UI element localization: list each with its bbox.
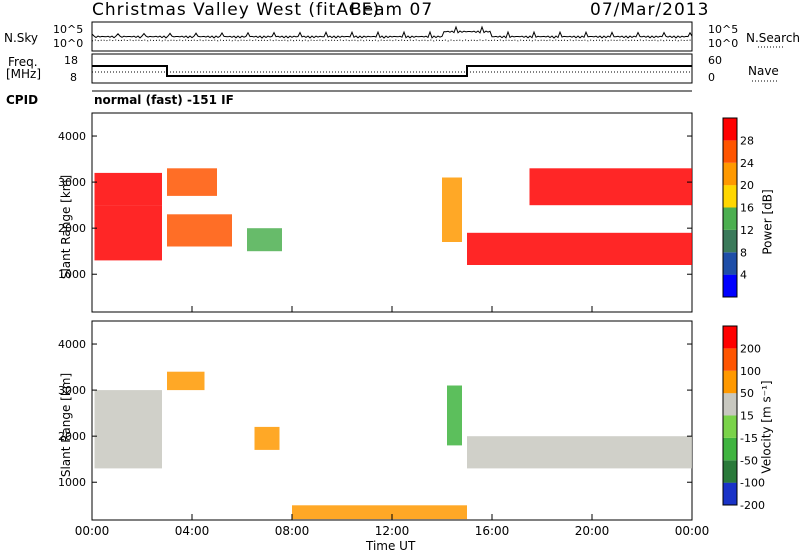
nsky-label: N.Sky [4, 31, 39, 45]
velocity-region-2 [254, 426, 280, 450]
power-colorbar-swatch [723, 207, 737, 230]
velocity-ytick-label: 2000 [58, 430, 86, 443]
freq-series [92, 65, 692, 77]
velocity-colorbar-swatch [723, 326, 737, 349]
power-colorbar-swatch [723, 118, 737, 141]
velocity-colorbar-tick: 200 [740, 342, 761, 355]
power-colorbar-swatch [723, 162, 737, 186]
velocity-colorbar-tick: -15 [740, 432, 758, 445]
x-tick-label: 12:00 [375, 524, 410, 538]
cpid-value: normal (fast) -151 IF [94, 93, 234, 107]
date-title: 07/Mar/2013 [590, 0, 710, 20]
nsearch-tick-top: 10^5 [708, 23, 739, 36]
power-colorbar-swatch [723, 140, 737, 163]
power-ytick-label: 2000 [58, 222, 86, 235]
freq-label: Freq. [8, 55, 38, 69]
power-colorbar-swatch [723, 252, 737, 275]
nsky-tick-top: 10^5 [53, 23, 84, 36]
velocity-colorbar-tick: -50 [740, 454, 758, 467]
power-ytick-label: 3000 [58, 176, 86, 189]
cpid-label: CPID [6, 93, 39, 107]
velocity-ytick-label: 1000 [58, 476, 86, 489]
nave-tick-top: 60 [708, 54, 722, 67]
power-ytick-label: 1000 [58, 268, 86, 281]
power-region-0 [94, 172, 162, 206]
power-colorbar-frame [722, 117, 738, 298]
velocity-colorbar-tick: 50 [740, 387, 754, 400]
velocity-colorbar-tick: -200 [740, 499, 765, 512]
power-region-1 [94, 205, 162, 261]
nsearch-tick-bottom: 10^0 [708, 37, 739, 50]
velocity-colorbar-swatch [723, 460, 737, 483]
velocity-region-1 [167, 371, 205, 391]
velocity-colorbar-tick: 15 [740, 410, 754, 423]
power-colorbar-swatch [723, 274, 737, 297]
power-panel-frame [91, 112, 693, 313]
velocity-region-4 [467, 436, 692, 469]
power-colorbar-tick: 28 [740, 134, 754, 147]
power-colorbar-tick: 8 [740, 246, 747, 259]
velocity-colorbar-swatch [723, 437, 737, 461]
power-region-3 [167, 168, 217, 196]
velocity-region-3 [447, 385, 462, 446]
velocity-colorbar-swatch [723, 415, 737, 438]
velocity-region-0 [94, 390, 162, 469]
power-region-6 [467, 232, 692, 265]
power-colorbar-swatch [723, 229, 737, 253]
velocity-colorbar-swatch [723, 348, 737, 371]
velocity-colorbar-swatch [723, 370, 737, 394]
freq-unit-label: [MHz] [6, 67, 42, 81]
x-tick-label: 20:00 [575, 524, 610, 538]
freq-frame [91, 53, 693, 84]
x-tick-label: 16:00 [475, 524, 510, 538]
velocity-colorbar-tick: 100 [740, 365, 761, 378]
velocity-colorbar-frame [722, 325, 738, 506]
velocity-colorbar-swatch [723, 393, 737, 416]
nsky-series [91, 25, 693, 39]
nsky-frame [91, 21, 693, 52]
x-tick-label: 08:00 [275, 524, 310, 538]
nave-label: Nave [748, 64, 779, 78]
power-colorbar-tick: 4 [740, 269, 747, 282]
nsky-tick-bottom: 10^0 [53, 37, 84, 50]
power-region-4 [247, 228, 282, 252]
power-region-7 [529, 168, 692, 206]
x-tick-label: 00:00 [75, 524, 110, 538]
station-title: Christmas Valley West (fitACF) [92, 0, 381, 20]
power-colorbar-swatch [723, 185, 737, 208]
velocity-colorbar-swatch [723, 482, 737, 505]
power-ytick-label: 4000 [58, 130, 86, 143]
velocity-panel-frame [91, 320, 693, 521]
x-axis-label: Time UT [366, 539, 416, 553]
nave-tick-bottom: 0 [708, 71, 715, 84]
power-colorbar-tick: 16 [740, 202, 754, 215]
velocity-colorbar-tick: -100 [740, 477, 765, 490]
nsearch-label: N.Search [746, 31, 800, 45]
power-region-2 [167, 214, 232, 247]
power-colorbar-tick: 12 [740, 224, 754, 237]
freq-tick-top: 18 [64, 54, 78, 67]
velocity-ytick-label: 3000 [58, 384, 86, 397]
nsearch-series [91, 39, 693, 42]
x-tick-label: 04:00 [175, 524, 210, 538]
power-colorbar-tick: 20 [740, 179, 754, 192]
freq-tick-bottom: 8 [70, 71, 77, 84]
beam-title: Beam 07 [350, 0, 434, 20]
x-tick-label: 00:00 [675, 524, 710, 538]
velocity-region-5 [292, 505, 467, 520]
power-region-5 [442, 177, 462, 242]
power-colorbar-tick: 24 [740, 157, 754, 170]
velocity-ytick-label: 4000 [58, 338, 86, 351]
